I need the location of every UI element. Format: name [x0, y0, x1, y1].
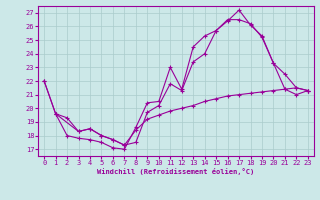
X-axis label: Windchill (Refroidissement éolien,°C): Windchill (Refroidissement éolien,°C) — [97, 168, 255, 175]
